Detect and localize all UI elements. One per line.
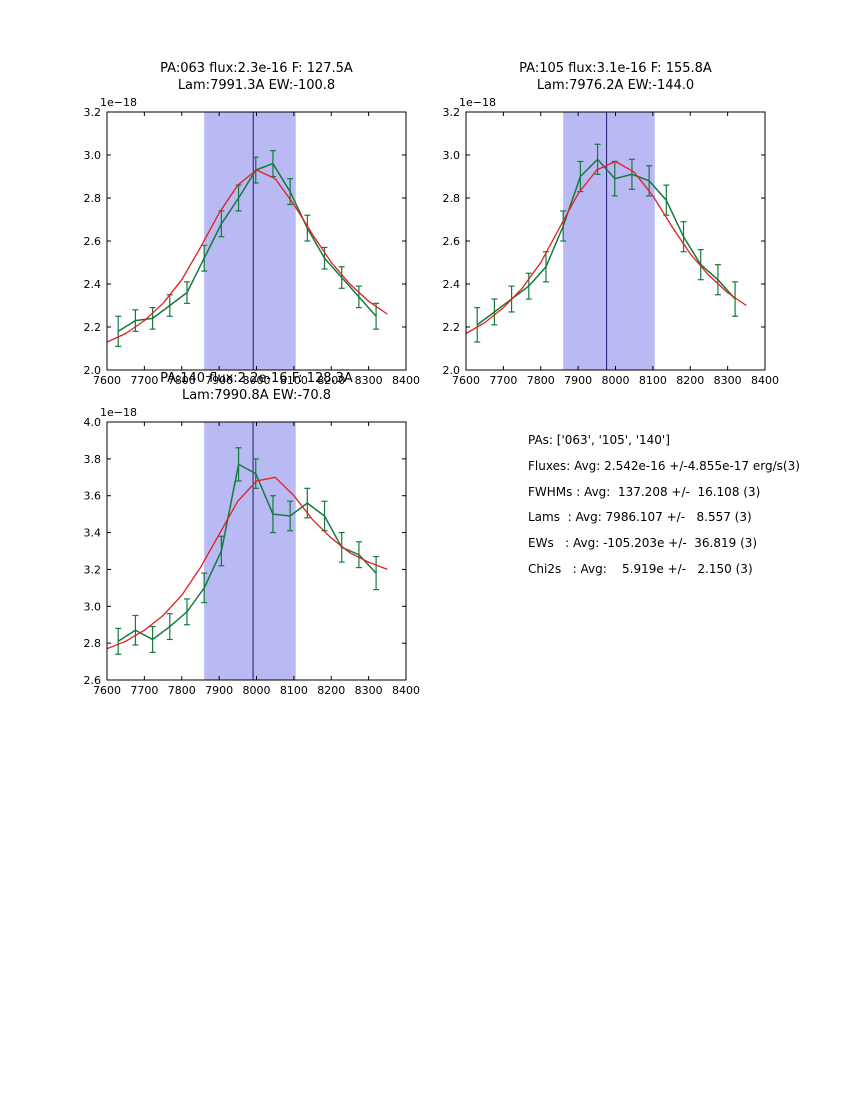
spectrum-line (476, 158, 736, 326)
svg-text:2.0: 2.0 (443, 364, 461, 377)
spectrum-line (117, 162, 377, 332)
gaussian-fit-line (106, 169, 388, 343)
svg-text:8100: 8100 (639, 374, 667, 387)
axis-ticks (106, 111, 407, 371)
svg-text:7800: 7800 (527, 374, 555, 387)
summary-line-fwhms: FWHMs : Avg: 137.208 +/- 16.108 (3) (528, 484, 761, 499)
plot-pa140-title: PA:140 flux:2.2e-16 F: 128.3A Lam:7990.8… (107, 370, 406, 404)
plot-pa140-axes: 7600 7700 7800 7900 8000 8100 8200 8300 8400 2.6 2… (84, 406, 421, 697)
svg-text:7700: 7700 (489, 374, 517, 387)
svg-text:8300: 8300 (355, 684, 383, 697)
svg-text:2.2: 2.2 (84, 321, 102, 334)
svg-text:2.0: 2.0 (84, 364, 102, 377)
fit-window-band (204, 112, 296, 370)
svg-text:7700: 7700 (130, 684, 158, 697)
gaussian-fit-line (106, 476, 388, 650)
svg-text:2.4: 2.4 (84, 278, 102, 291)
summary-line-chi2s: Chi2s : Avg: 5.919e +/- 2.150 (3) (528, 561, 753, 576)
y-offset-label: 1e−18 (100, 96, 137, 109)
svg-text:8300: 8300 (714, 374, 742, 387)
plot-pa140-title-line1: PA:140 flux:2.2e-16 F: 128.3A (160, 371, 353, 386)
svg-text:3.2: 3.2 (84, 106, 102, 119)
svg-text:8200: 8200 (317, 684, 345, 697)
summary-line-lams: Lams : Avg: 7986.107 +/- 8.557 (3) (528, 510, 752, 525)
svg-text:2.8: 2.8 (84, 637, 102, 650)
y-offset-label: 1e−18 (100, 406, 137, 419)
svg-text:7600: 7600 (93, 374, 121, 387)
svg-text:3.4: 3.4 (84, 527, 102, 540)
svg-text:7800: 7800 (168, 374, 196, 387)
svg-text:7900: 7900 (564, 374, 592, 387)
svg-text:8400: 8400 (392, 374, 420, 387)
svg-text:7900: 7900 (205, 374, 233, 387)
svg-text:2.4: 2.4 (443, 278, 461, 291)
svg-text:3.0: 3.0 (443, 149, 461, 162)
fit-window-band (563, 112, 655, 370)
plot-pa063-title-line2: Lam:7991.3A EW:-100.8 (177, 78, 336, 93)
svg-text:7600: 7600 (452, 374, 480, 387)
svg-text:8200: 8200 (676, 374, 704, 387)
plot-pa105-axes: 7600 7700 7800 7900 8000 8100 8200 8300 8400 2.0 2… (443, 96, 780, 387)
svg-text:3.2: 3.2 (443, 106, 461, 119)
svg-text:8100: 8100 (280, 374, 308, 387)
svg-text:2.6: 2.6 (84, 235, 102, 248)
svg-text:7700: 7700 (130, 374, 158, 387)
svg-text:2.6: 2.6 (84, 674, 102, 687)
plot-pa063-axes: 7600 7700 7800 7900 8000 8100 8200 8300 8400 2.0 2… (84, 96, 421, 387)
svg-text:2.6: 2.6 (443, 235, 461, 248)
svg-text:3.2: 3.2 (84, 563, 102, 576)
svg-text:2.8: 2.8 (84, 192, 102, 205)
svg-text:8000: 8000 (243, 374, 271, 387)
y-offset-label: 1e−18 (459, 96, 496, 109)
svg-text:7800: 7800 (168, 684, 196, 697)
svg-text:3.8: 3.8 (84, 453, 102, 466)
plot-pa063-title: PA:063 flux:2.3e-16 F: 127.5A Lam:7991.3… (107, 60, 406, 94)
axis-ticks (106, 421, 407, 681)
svg-text:8400: 8400 (751, 374, 779, 387)
plot-pa105-title-line2: Lam:7976.2A EW:-144.0 (536, 78, 695, 93)
svg-text:3.0: 3.0 (84, 600, 102, 613)
svg-text:7600: 7600 (93, 684, 121, 697)
svg-text:3.6: 3.6 (84, 490, 102, 503)
summary-panel: PAs: ['063', '105', '140'] Fluxes: Avg: … (528, 428, 800, 583)
svg-text:8000: 8000 (602, 374, 630, 387)
plot-pa140-title-line2: Lam:7990.8A EW:-70.8 (181, 388, 332, 403)
plot-pa063: PA:063 flux:2.3e-16 F: 127.5A Lam:7991.3… (50, 56, 421, 401)
svg-text:2.8: 2.8 (443, 192, 461, 205)
svg-text:8400: 8400 (392, 684, 420, 697)
tick-labels: 7600 7700 7800 7900 8000 8100 8200 8300 8400 2.6 2… (84, 406, 421, 697)
svg-text:2.2: 2.2 (443, 321, 461, 334)
gaussian-fit-line (465, 160, 747, 335)
svg-text:8100: 8100 (280, 684, 308, 697)
plot-pa140: PA:140 flux:2.2e-16 F: 128.3A Lam:7990.8… (50, 366, 421, 711)
svg-text:4.0: 4.0 (84, 416, 102, 429)
axis-ticks (465, 111, 766, 371)
spectrum-line (117, 463, 377, 642)
plot-pa105-title: PA:105 flux:3.1e-16 F: 155.8A Lam:7976.2… (466, 60, 765, 94)
plot-pa105: PA:105 flux:3.1e-16 F: 155.8A Lam:7976.2… (409, 56, 780, 401)
fit-window-band (204, 422, 296, 680)
svg-text:7900: 7900 (205, 684, 233, 697)
svg-text:8200: 8200 (317, 374, 345, 387)
summary-line-ews: EWs : Avg: -105.203e +/- 36.819 (3) (528, 536, 758, 551)
svg-text:3.0: 3.0 (84, 149, 102, 162)
plot-pa063-title-line1: PA:063 flux:2.3e-16 F: 127.5A (160, 61, 353, 76)
tick-labels: 7600 7700 7800 7900 8000 8100 8200 8300 8400 2.0 2… (443, 96, 780, 387)
plot-pa105-title-line1: PA:105 flux:3.1e-16 F: 155.8A (519, 61, 712, 76)
summary-line-pas: PAs: ['063', '105', '140'] (528, 433, 670, 447)
svg-text:8300: 8300 (355, 374, 383, 387)
summary-line-fluxes: Fluxes: Avg: 2.542e-16 +/-4.855e-17 erg/… (528, 458, 800, 473)
svg-text:8000: 8000 (243, 684, 271, 697)
tick-labels: 7600 7700 7800 7900 8000 8100 8200 8300 8400 2.0 2… (84, 96, 421, 387)
